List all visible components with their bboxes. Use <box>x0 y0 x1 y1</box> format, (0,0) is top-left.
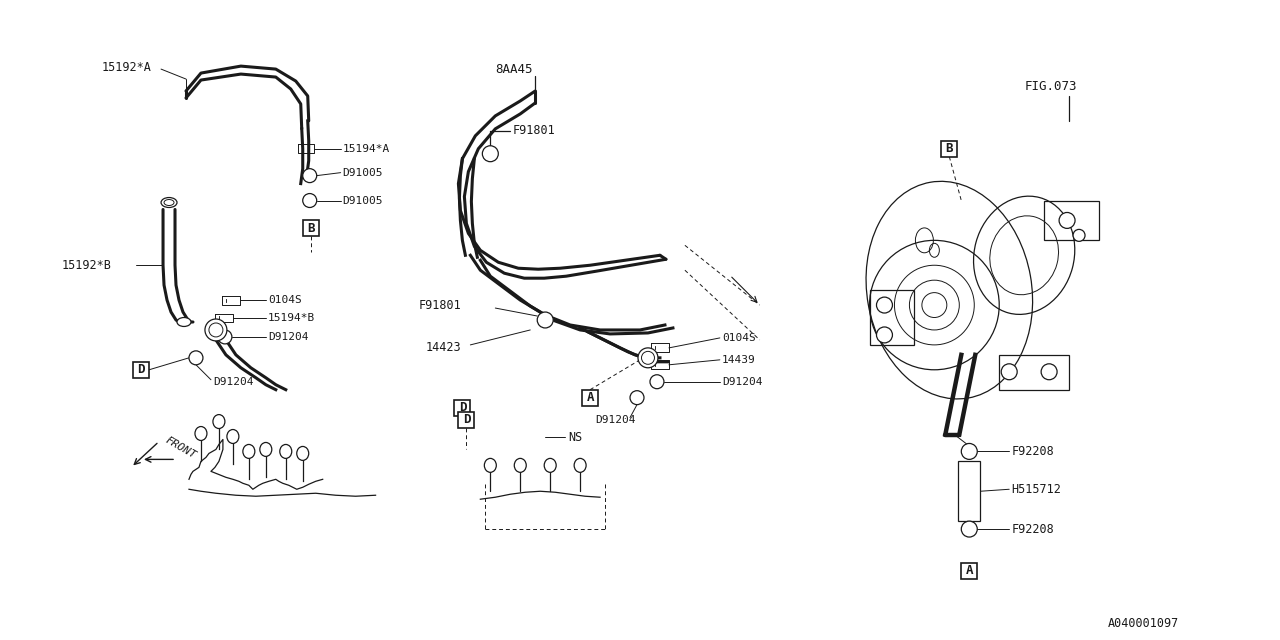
Circle shape <box>1001 364 1018 380</box>
Text: D91204: D91204 <box>595 415 636 424</box>
Text: D91005: D91005 <box>343 168 383 178</box>
Circle shape <box>630 390 644 404</box>
Circle shape <box>961 521 977 537</box>
Circle shape <box>650 375 664 388</box>
Ellipse shape <box>637 348 658 368</box>
Ellipse shape <box>161 198 177 207</box>
Bar <box>959 461 980 521</box>
Text: 0104S: 0104S <box>268 295 302 305</box>
Text: 15192*A: 15192*A <box>101 61 151 74</box>
Text: D: D <box>462 413 470 426</box>
Ellipse shape <box>484 458 497 472</box>
Circle shape <box>189 351 204 365</box>
Bar <box>1000 355 1069 390</box>
Bar <box>458 412 475 428</box>
Circle shape <box>1073 229 1085 241</box>
Circle shape <box>1041 364 1057 380</box>
Ellipse shape <box>227 429 239 444</box>
Text: 15194*B: 15194*B <box>268 313 315 323</box>
Ellipse shape <box>209 323 223 337</box>
Text: 14439: 14439 <box>722 355 755 365</box>
Text: F92208: F92208 <box>1011 523 1053 536</box>
Text: D91204: D91204 <box>722 377 763 387</box>
Bar <box>869 290 914 345</box>
Ellipse shape <box>641 351 654 364</box>
Circle shape <box>218 330 232 344</box>
Circle shape <box>303 193 316 207</box>
Bar <box>941 141 957 157</box>
Ellipse shape <box>280 444 292 458</box>
Text: 15192*B: 15192*B <box>61 259 111 272</box>
Ellipse shape <box>544 458 557 472</box>
Circle shape <box>961 444 977 460</box>
Bar <box>1044 200 1100 241</box>
Text: F92208: F92208 <box>1011 445 1053 458</box>
Text: H515712: H515712 <box>1011 483 1061 496</box>
Text: A: A <box>965 564 973 577</box>
Text: 14423: 14423 <box>425 341 461 355</box>
Text: B: B <box>307 222 315 235</box>
Text: 8AA45: 8AA45 <box>495 63 532 76</box>
Ellipse shape <box>212 415 225 429</box>
Ellipse shape <box>515 458 526 472</box>
Circle shape <box>877 297 892 313</box>
Text: A: A <box>586 391 594 404</box>
Bar <box>133 362 148 378</box>
Circle shape <box>877 327 892 343</box>
Circle shape <box>538 312 553 328</box>
Text: D91005: D91005 <box>343 196 383 205</box>
Circle shape <box>1059 212 1075 228</box>
Text: 15194*A: 15194*A <box>343 144 390 154</box>
Text: D91204: D91204 <box>212 377 253 387</box>
Text: FIG.073: FIG.073 <box>1024 79 1076 93</box>
Ellipse shape <box>177 317 191 326</box>
Circle shape <box>483 146 498 162</box>
Ellipse shape <box>575 458 586 472</box>
Text: A040001097: A040001097 <box>1107 617 1179 630</box>
Text: FRONT: FRONT <box>163 435 197 460</box>
Ellipse shape <box>205 319 227 341</box>
Ellipse shape <box>260 442 271 456</box>
Bar <box>961 563 977 579</box>
Ellipse shape <box>243 444 255 458</box>
Text: F91801: F91801 <box>512 124 556 138</box>
Bar <box>582 390 598 406</box>
Bar <box>303 220 319 236</box>
Circle shape <box>303 169 316 182</box>
Text: NS: NS <box>568 431 582 444</box>
Text: 0104S: 0104S <box>722 333 755 343</box>
Text: F91801: F91801 <box>419 299 461 312</box>
Text: D: D <box>137 364 145 376</box>
Bar <box>454 399 470 415</box>
Ellipse shape <box>195 426 207 440</box>
Text: D91204: D91204 <box>268 332 308 342</box>
Text: B: B <box>946 142 954 156</box>
Text: D: D <box>458 401 466 414</box>
Ellipse shape <box>297 447 308 460</box>
Ellipse shape <box>164 200 174 205</box>
